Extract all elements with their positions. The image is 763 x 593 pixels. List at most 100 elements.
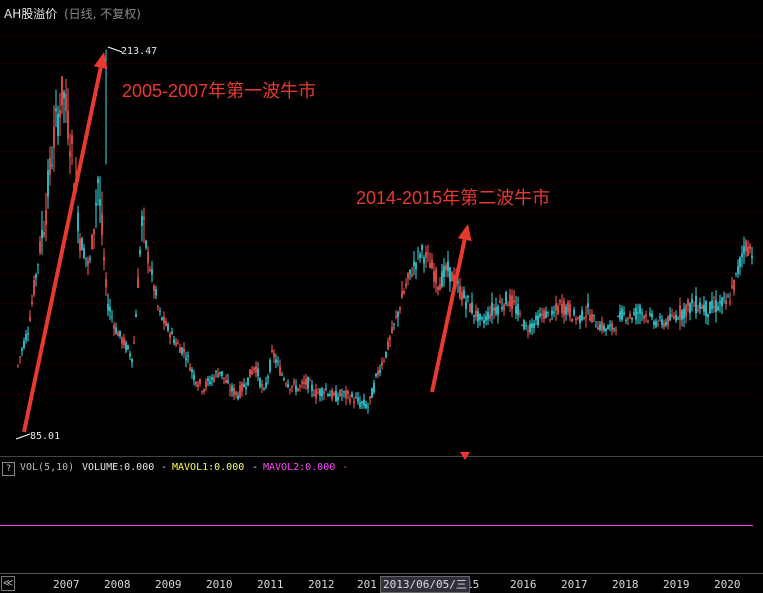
low-mark-line [15,433,31,440]
x-tick-label: 2011 [257,578,284,591]
x-tick-label: 2016 [510,578,537,591]
candle-body [223,377,225,379]
candle-body [407,273,409,279]
candle-body [349,398,351,403]
candle-body [727,296,729,298]
candle-body [133,342,135,344]
candle-body [497,306,499,315]
candle-body [281,374,283,376]
candle-body [249,369,251,378]
candle-body [735,273,737,275]
candle-body [567,302,569,313]
candle-body [645,314,647,317]
candle-body [665,322,667,326]
candle-body [117,332,119,337]
candle-body [703,304,705,312]
candle-body [121,337,123,344]
candle-body [255,366,257,373]
candle-body [287,384,289,388]
candle-body [147,252,149,263]
candle-body [39,240,41,253]
candle-body [647,320,649,322]
candle-body [547,311,549,313]
candle-body [569,304,571,318]
mavol2-value: MAVOL2:0.000 [263,462,336,473]
candle-body [731,285,733,288]
candle-body [299,385,301,387]
candle-body [111,316,113,318]
x-tick-label: 2019 [663,578,690,591]
candle-body [683,308,685,319]
candle-body [135,313,137,318]
candle-body [321,388,323,397]
candle-body [31,301,33,305]
candle-body [509,294,511,307]
scroll-left-button[interactable]: ≪ [1,576,15,591]
candle-body [717,306,719,311]
candle-body [155,289,157,296]
candle-body [689,303,691,314]
candle-body [263,388,265,390]
candle-body [185,358,187,361]
candle-body [35,274,37,279]
high-mark-line [107,46,123,53]
candle-body [41,229,43,239]
candle-body [169,333,171,338]
candle-body [461,292,463,301]
candle-body [535,315,537,320]
candle-body [515,306,517,314]
candle-body [275,359,277,363]
candle-body [97,178,99,184]
candle-body [49,157,51,175]
wave2-annotation: 2014-2015年第二波牛市 [356,188,551,208]
candle-body [611,323,613,331]
mavol1-value: MAVOL1:0.000 [172,462,245,473]
candle-body [375,373,377,376]
candle-body [751,255,753,258]
candle-body [745,240,747,251]
candle-body [713,306,715,308]
candle-body [607,326,609,330]
candle-body [673,316,675,319]
candle-body [351,393,353,397]
candle-body [139,249,141,255]
candle-body [229,390,231,392]
candle-body [391,327,393,334]
candle-body [445,265,447,271]
candle-body [183,349,185,352]
candle-body [89,258,91,260]
candle-body [551,310,553,315]
candle-body [119,330,121,337]
candle-body [243,384,245,387]
candle-body [33,280,35,295]
candle-body [431,260,433,269]
mavol2-dash: - [342,462,349,473]
candle-body [253,367,255,370]
candle-body [173,339,175,344]
candle-body [579,315,581,323]
candle-body [667,316,669,326]
candle-body [605,328,607,332]
candle-body [265,382,267,388]
candle-body [95,202,97,206]
candle-body [619,311,621,320]
candle-body [505,291,507,305]
candle-body [347,390,349,395]
candle-body [397,311,399,318]
candle-body [563,300,565,316]
candle-body [129,353,131,357]
candle-body [687,299,689,306]
candle-body [319,388,321,396]
candle-body [203,389,205,392]
annotation-arrows [22,52,472,433]
candle-body [477,311,479,322]
candle-body [363,399,365,406]
candle-body [413,261,415,266]
candle-body [125,342,127,351]
candle-body [595,326,597,328]
candle-body [613,328,615,330]
candle-body [143,217,145,220]
help-button[interactable]: ? [2,462,15,476]
vol-indicator-name[interactable]: VOL(5,10) [20,462,75,473]
